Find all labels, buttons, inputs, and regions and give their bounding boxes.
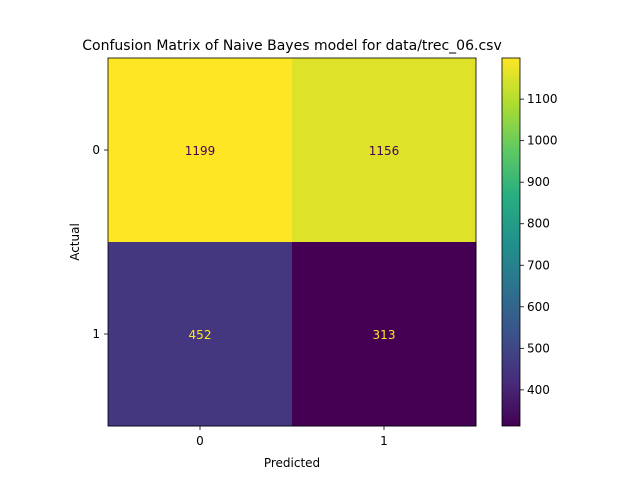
colorbar-tick-label: 400	[527, 383, 550, 397]
cell-value-label: 313	[373, 328, 396, 342]
y-axis-ticks: 01	[92, 143, 108, 341]
colorbar	[502, 58, 520, 426]
cell-value-label: 1199	[185, 144, 216, 158]
colorbar-tick-label: 1100	[527, 92, 558, 106]
matrix-cell	[292, 242, 477, 427]
colorbar-frame	[501, 57, 521, 427]
colorbar-tick-label: 700	[527, 258, 550, 272]
cell-value-label: 1156	[369, 144, 400, 158]
matrix-cell	[292, 58, 477, 243]
colorbar-tick-label: 600	[527, 300, 550, 314]
x-tick-label: 0	[196, 434, 204, 448]
matrix-cell	[108, 242, 293, 427]
cell-value-label: 452	[189, 328, 212, 342]
matrix-cells	[108, 58, 477, 427]
x-tick-label: 1	[380, 434, 388, 448]
matrix-frame	[107, 57, 477, 427]
colorbar-tick-label: 500	[527, 341, 550, 355]
matrix-cell-labels: 1199 1156 452 313	[185, 144, 400, 342]
colorbar-tick-label: 800	[527, 217, 550, 231]
chart-title: Confusion Matrix of Naive Bayes model fo…	[82, 38, 501, 54]
colorbar-ticks: 400 500 600 700 800 900 1000 1100	[520, 92, 558, 397]
y-tick-label: 0	[92, 143, 100, 157]
colorbar-tick-label: 900	[527, 175, 550, 189]
colorbar-tick-label: 1000	[527, 134, 558, 148]
matrix-cell	[108, 58, 293, 243]
y-tick-label: 1	[92, 327, 100, 341]
x-axis-label: Predicted	[264, 456, 320, 470]
y-axis-label: Actual	[68, 223, 82, 261]
